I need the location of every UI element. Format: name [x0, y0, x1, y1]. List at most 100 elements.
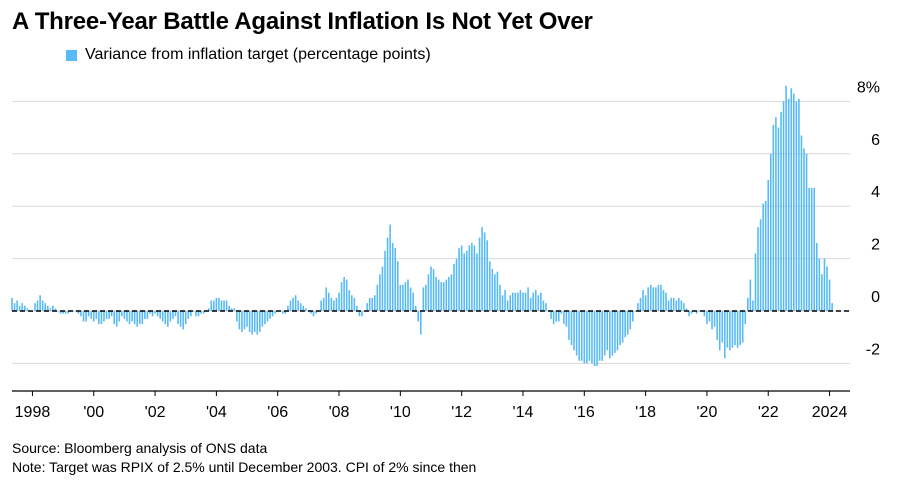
bar	[501, 295, 504, 311]
bar	[328, 292, 330, 311]
bar	[499, 284, 501, 311]
bar	[532, 292, 534, 311]
bar	[542, 300, 545, 311]
bar	[629, 311, 632, 330]
bar	[39, 295, 41, 311]
bar	[391, 242, 394, 311]
chart-title: A Three-Year Battle Against Inflation Is…	[12, 8, 593, 35]
bar	[713, 311, 716, 327]
bar	[315, 311, 317, 314]
bar	[606, 311, 609, 351]
bar	[103, 311, 105, 322]
bar	[225, 300, 228, 311]
bar	[688, 311, 690, 317]
bar	[85, 311, 87, 322]
bar	[425, 284, 427, 311]
y-tick-label: 8%	[857, 79, 880, 96]
bar	[123, 311, 126, 319]
bar	[348, 290, 351, 311]
bar	[251, 311, 253, 335]
x-tick-label: 2024	[812, 404, 848, 421]
bar	[238, 311, 241, 330]
bar	[215, 297, 218, 311]
bar	[374, 295, 376, 311]
bar	[736, 311, 739, 348]
bar	[565, 311, 568, 327]
bar	[805, 153, 808, 311]
bar	[108, 311, 110, 319]
bar	[218, 297, 220, 311]
x-tick-label: '12	[451, 404, 472, 421]
bar	[652, 287, 655, 311]
bar	[128, 311, 131, 325]
bar	[90, 311, 92, 319]
x-tick-label: '10	[390, 404, 411, 421]
bar	[149, 311, 151, 314]
x-tick-label: '02	[145, 404, 166, 421]
bar	[823, 258, 826, 311]
bar	[44, 303, 47, 311]
bar	[782, 101, 785, 312]
bar	[169, 311, 172, 322]
bar	[243, 311, 246, 330]
bar	[67, 311, 69, 314]
bar	[672, 297, 675, 311]
bar	[563, 311, 565, 325]
x-tick-label: '04	[206, 404, 227, 421]
bar	[233, 308, 236, 311]
bar	[220, 300, 223, 311]
bar	[448, 276, 450, 311]
bar	[450, 274, 453, 311]
bar	[591, 311, 593, 364]
bar	[695, 311, 698, 314]
bar	[161, 311, 164, 322]
bar	[379, 274, 381, 311]
bar	[795, 101, 798, 312]
bar	[777, 127, 780, 311]
bar	[496, 271, 499, 311]
bar	[389, 224, 391, 311]
bar	[506, 300, 509, 311]
bar	[386, 237, 389, 311]
bar	[647, 287, 649, 311]
bar	[172, 311, 174, 319]
y-tick-label: -2	[866, 341, 880, 358]
bar	[575, 311, 578, 356]
bar	[468, 245, 471, 311]
bar	[335, 297, 338, 311]
bar	[583, 311, 586, 364]
bar	[680, 300, 683, 311]
bar	[815, 242, 818, 311]
bar	[282, 311, 284, 314]
bar	[458, 248, 460, 311]
bar	[729, 311, 731, 351]
bar	[154, 311, 156, 314]
bar	[787, 98, 790, 311]
bar	[764, 200, 767, 311]
bar	[269, 311, 271, 319]
bar	[810, 187, 813, 311]
bar	[345, 279, 348, 311]
bar	[634, 311, 637, 312]
bar	[59, 311, 62, 314]
bar	[223, 300, 225, 311]
bar	[598, 311, 601, 361]
x-tick-label: 1998	[15, 404, 51, 421]
bar	[174, 311, 177, 317]
bar	[749, 279, 752, 311]
bar	[442, 282, 445, 311]
bar	[437, 279, 440, 311]
bar	[511, 292, 514, 311]
bar	[494, 274, 496, 311]
bar	[305, 308, 307, 311]
bar	[775, 117, 777, 312]
bar	[394, 248, 397, 311]
bar	[690, 311, 693, 314]
bar	[95, 311, 98, 319]
bar	[785, 85, 787, 312]
bar	[100, 311, 103, 325]
bar	[138, 311, 141, 325]
bar	[297, 300, 299, 311]
bar	[133, 311, 136, 325]
bar	[271, 311, 274, 317]
